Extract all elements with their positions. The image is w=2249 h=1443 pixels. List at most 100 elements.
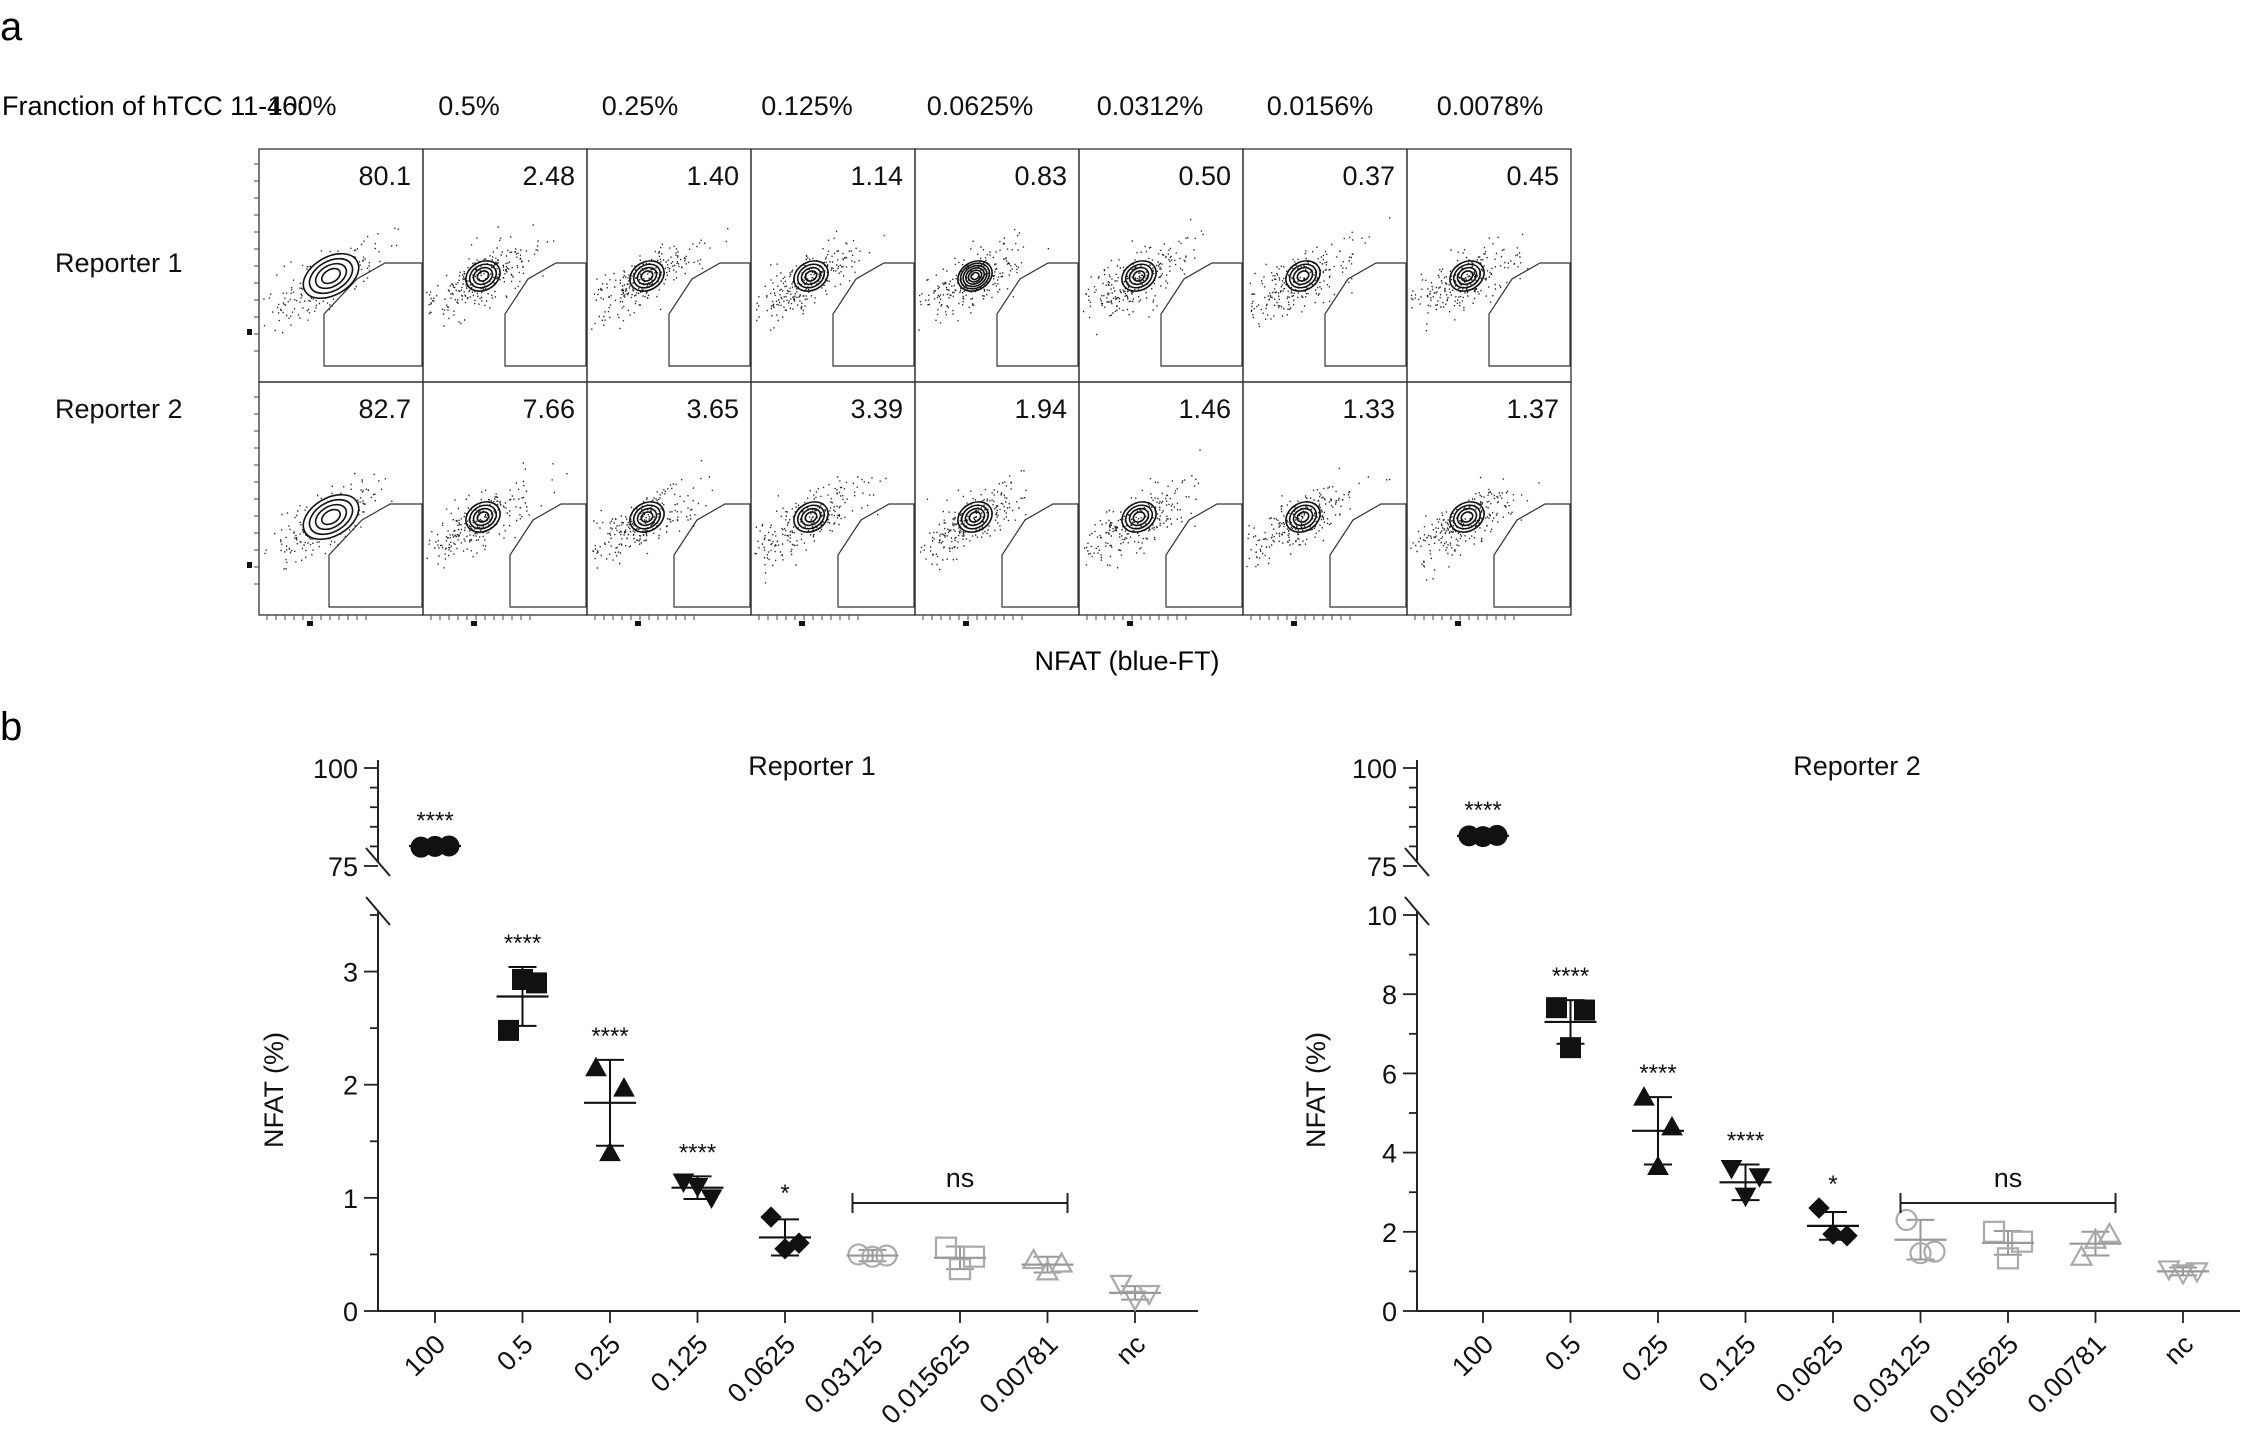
y-tick-label: 3 <box>343 958 358 988</box>
density-contour <box>1456 507 1478 527</box>
x-tick-label: 0.125 <box>1693 1329 1762 1398</box>
density-contour <box>1449 501 1485 533</box>
flow-plot-cell: 0.83 <box>914 148 1080 383</box>
data-point <box>1720 1159 1743 1180</box>
x-tick-label: 0.0625 <box>722 1329 802 1409</box>
gate-percentage: 0.37 <box>1342 161 1395 191</box>
flow-plot-cell: 1.40 <box>586 148 752 383</box>
column-header: 0.0625% <box>927 91 1034 121</box>
gate-polygon <box>996 262 1079 367</box>
axis-zero-mark <box>247 562 252 568</box>
data-point <box>1546 997 1567 1019</box>
axis-zero-mark <box>799 621 805 626</box>
gate-polygon <box>837 503 915 608</box>
column-header: 100% <box>267 91 336 121</box>
density-contour <box>957 501 993 533</box>
density-contour <box>476 270 490 282</box>
flow-plot-cell: 0.45 <box>1406 148 1572 383</box>
data-point <box>1661 1115 1683 1136</box>
density-contour <box>636 507 658 527</box>
row-label: Reporter 2 <box>55 394 183 424</box>
data-point <box>1895 1208 1918 1232</box>
ns-label: ns <box>1994 1163 2023 1193</box>
panel-a-label: a <box>0 5 23 49</box>
density-contour <box>1128 507 1150 527</box>
x-tick-label: 0.03125 <box>799 1329 889 1419</box>
x-tick-label: nc <box>2158 1329 2199 1370</box>
y-tick-label: 10 <box>1367 901 1397 931</box>
event-dots <box>592 460 713 569</box>
density-contour <box>476 511 490 523</box>
density-contour <box>1121 501 1157 533</box>
gate-polygon <box>1329 503 1407 608</box>
density-contour <box>629 501 665 533</box>
data-point <box>847 1243 870 1266</box>
significance-label: **** <box>591 1023 628 1050</box>
y-tick-label: 1 <box>343 1184 358 1214</box>
density-contour <box>1128 266 1150 286</box>
column-header: 0.25% <box>602 91 679 121</box>
density-contour <box>472 266 494 286</box>
density-contour <box>1285 501 1321 533</box>
data-point <box>1574 999 1595 1021</box>
density-contour <box>960 504 990 530</box>
axis-zero-mark <box>635 621 641 626</box>
density-contour <box>796 263 826 289</box>
gate-percentage: 1.40 <box>686 161 739 191</box>
gate-polygon <box>1488 262 1571 367</box>
column-header: 0.0078% <box>1437 91 1544 121</box>
flow-plot-cell: 1.37 <box>1406 381 1572 626</box>
data-point <box>1109 1274 1133 1297</box>
axis-zero-mark <box>1291 621 1297 626</box>
gate-percentage: 80.1 <box>358 161 411 191</box>
gate-polygon <box>832 262 915 367</box>
gate-polygon <box>668 262 751 367</box>
density-contour <box>1296 270 1310 282</box>
flow-plot-cell: 0.50 <box>1078 148 1244 383</box>
gate-percentage: 1.37 <box>1506 394 1559 424</box>
y-tick-label: 6 <box>1382 1059 1397 1089</box>
density-contour <box>959 262 991 290</box>
density-contour <box>804 270 818 282</box>
density-contour <box>1285 260 1321 292</box>
chart-title: Reporter 1 <box>748 751 876 781</box>
density-contour <box>472 507 494 527</box>
axis-break <box>1404 847 1430 877</box>
gate-percentage: 0.50 <box>1178 161 1231 191</box>
event-dots <box>426 462 568 569</box>
data-point <box>861 1245 884 1268</box>
density-contour <box>632 504 662 530</box>
ns-label: ns <box>946 1163 975 1193</box>
significance-label: * <box>1828 1171 1837 1198</box>
significance-label: **** <box>1552 963 1589 990</box>
data-point <box>498 1019 519 1041</box>
column-header: 0.125% <box>761 91 853 121</box>
data-point <box>934 1236 958 1259</box>
x-tick-label: 0.25 <box>568 1329 626 1387</box>
column-header: 0.5% <box>438 91 500 121</box>
event-dots <box>754 476 887 584</box>
gate-polygon <box>328 503 423 608</box>
significance-label: **** <box>679 1139 716 1166</box>
density-contour <box>320 508 342 526</box>
x-tick-label: 0.5 <box>491 1329 539 1377</box>
flow-plot-cell: 2.48 <box>422 148 588 383</box>
density-contour <box>629 260 665 292</box>
density-contour <box>964 267 986 285</box>
density-contour <box>1456 266 1478 286</box>
data-point <box>1123 1290 1147 1312</box>
data-point <box>1996 1247 2020 1270</box>
density-contour <box>1296 511 1310 523</box>
gate-polygon <box>323 262 423 367</box>
significance-label: **** <box>1464 797 1501 824</box>
data-point <box>2171 1264 2195 1286</box>
axis-zero-mark <box>471 621 477 626</box>
data-point <box>2069 1244 2094 1266</box>
density-contour <box>964 507 986 527</box>
density-contour <box>1460 511 1474 523</box>
y-tick-label: 0 <box>343 1297 358 1327</box>
density-contour <box>962 264 988 288</box>
density-contour <box>1132 270 1146 282</box>
density-contour <box>800 507 822 527</box>
